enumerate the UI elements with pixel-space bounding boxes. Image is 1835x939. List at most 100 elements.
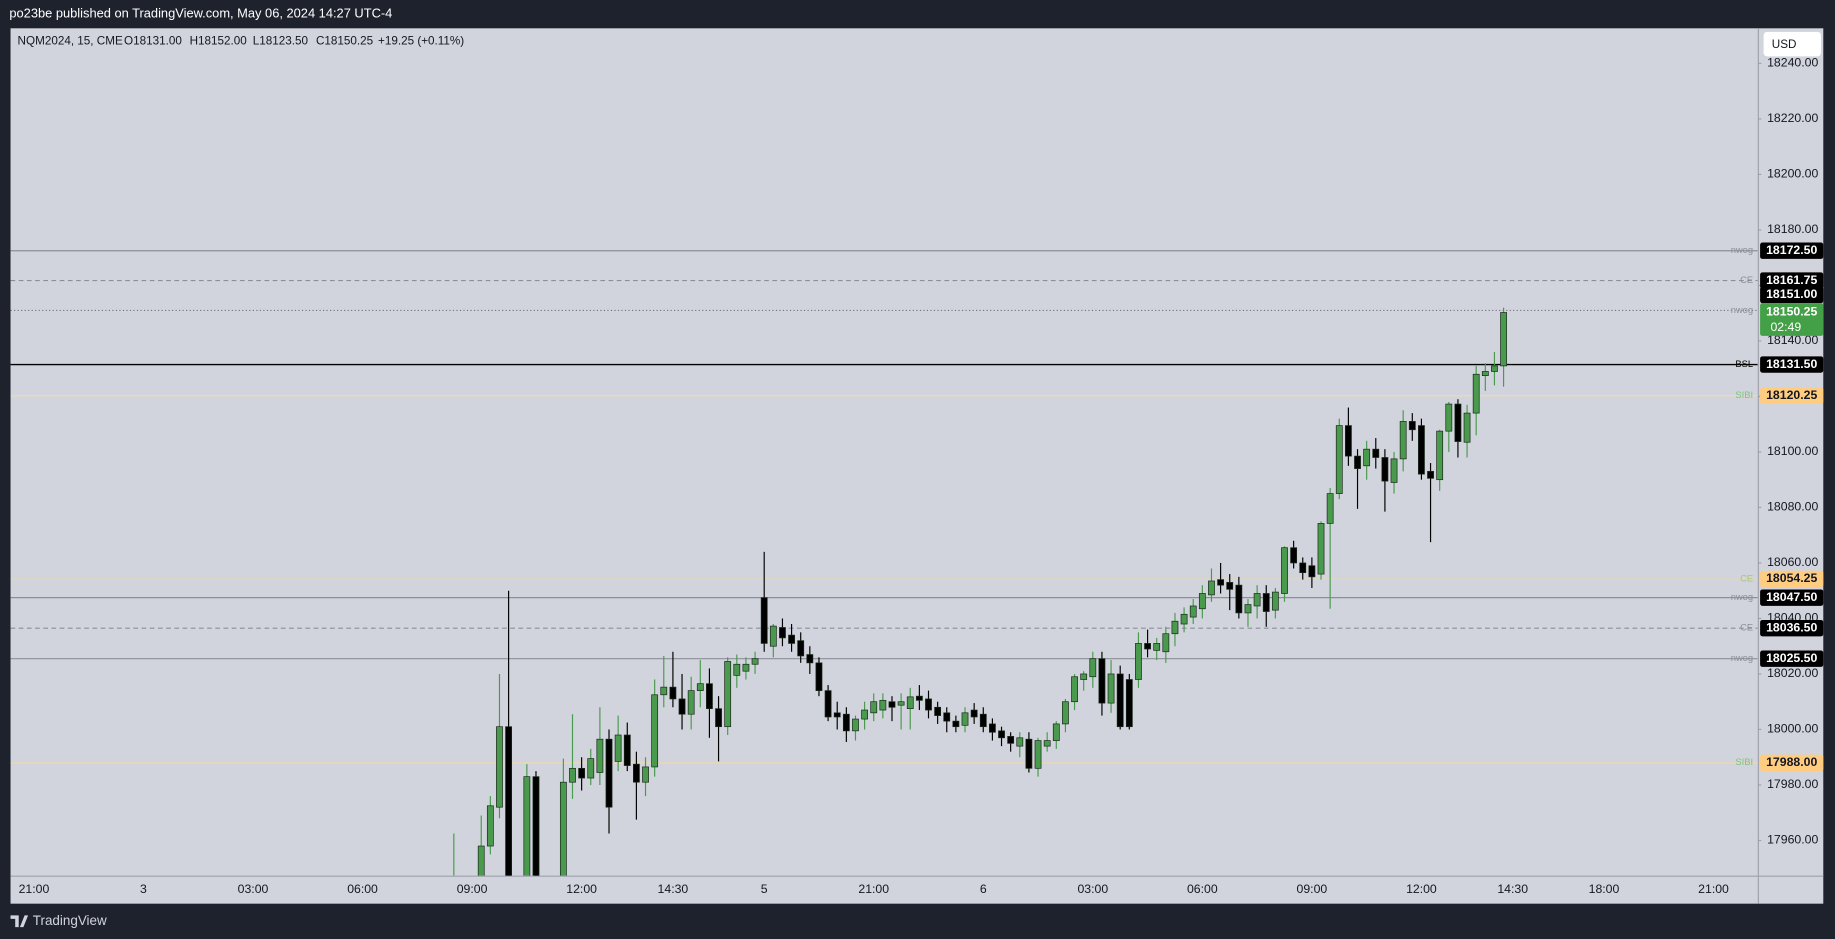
candle-body bbox=[1445, 403, 1453, 432]
candle-body bbox=[961, 712, 969, 726]
x-tick-label: 03:00 bbox=[238, 882, 269, 896]
level-tag-label: 18025.50 bbox=[1766, 651, 1817, 665]
level-tag-label: 18131.50 bbox=[1766, 357, 1817, 371]
x-tick-label: 06:00 bbox=[347, 882, 378, 896]
candle-body bbox=[706, 683, 713, 710]
candle-body bbox=[1463, 412, 1471, 443]
candle-body bbox=[596, 738, 604, 773]
candle-body bbox=[687, 690, 695, 715]
candle-body bbox=[1345, 425, 1352, 457]
level-tag-label: 18172.50 bbox=[1766, 243, 1817, 257]
x-tick-label: 14:30 bbox=[1497, 882, 1528, 896]
candle-body bbox=[1171, 620, 1179, 635]
x-tick-label: 21:00 bbox=[19, 882, 50, 896]
candle-body bbox=[605, 738, 613, 808]
level-tag bbox=[1760, 356, 1824, 373]
candle-body bbox=[1472, 373, 1480, 414]
candle-body bbox=[1144, 643, 1151, 650]
candle-body bbox=[642, 766, 649, 783]
level-name: CE bbox=[1740, 623, 1753, 633]
candle-body bbox=[1071, 676, 1078, 703]
x-tick-label: 03:00 bbox=[1077, 882, 1108, 896]
candle-body bbox=[633, 763, 640, 783]
candle-body bbox=[1034, 740, 1042, 769]
candle-body bbox=[1116, 673, 1124, 728]
candle-body bbox=[733, 663, 741, 676]
level-tag bbox=[1760, 619, 1824, 637]
currency-box[interactable] bbox=[1763, 31, 1821, 57]
candle-body bbox=[1052, 723, 1060, 741]
publish-note: po23be published on TradingView.com, May… bbox=[9, 6, 392, 21]
candle-body bbox=[1007, 736, 1015, 744]
candle-body bbox=[806, 654, 814, 664]
y-tick-label: 18240.00 bbox=[1767, 56, 1818, 70]
candle-body bbox=[1500, 312, 1507, 367]
candle-body bbox=[952, 720, 960, 728]
candle-body bbox=[1262, 593, 1270, 612]
candle-body bbox=[1408, 421, 1416, 431]
candle-body bbox=[852, 718, 859, 732]
candle-body bbox=[1235, 584, 1243, 614]
candle-body bbox=[1290, 547, 1298, 564]
level-tag bbox=[1760, 242, 1824, 259]
candle-body bbox=[815, 662, 823, 691]
candle-body bbox=[788, 634, 795, 644]
level-tag bbox=[1760, 272, 1824, 289]
low-label: L18123.50 bbox=[253, 34, 309, 47]
candle-body bbox=[1162, 633, 1170, 653]
candle-body bbox=[1491, 365, 1498, 372]
level-tag bbox=[1760, 650, 1824, 667]
candle-body bbox=[1381, 457, 1389, 482]
candle-body bbox=[1354, 455, 1361, 469]
candle-body bbox=[1317, 523, 1325, 575]
level-name: nwog bbox=[1731, 305, 1753, 315]
currency-button[interactable]: USD bbox=[1763, 31, 1821, 57]
candle-body bbox=[760, 597, 768, 644]
candle-body bbox=[979, 713, 987, 728]
level-tag-label: 18151.00 bbox=[1766, 287, 1817, 301]
candle-body bbox=[1253, 593, 1261, 607]
candle-body bbox=[578, 767, 586, 779]
level-tag bbox=[1760, 286, 1824, 304]
candle-body bbox=[779, 627, 786, 639]
currency-label[interactable]: USD bbox=[1772, 38, 1797, 51]
candle-body bbox=[888, 701, 896, 708]
level-tag-label: 17988.00 bbox=[1766, 755, 1817, 769]
candle-body bbox=[496, 726, 503, 808]
candle-body bbox=[1153, 643, 1161, 651]
x-tick-label: 14:30 bbox=[658, 882, 689, 896]
candle-body bbox=[906, 696, 914, 710]
candle-body bbox=[523, 776, 531, 876]
candle-body bbox=[842, 713, 850, 732]
candle-body bbox=[989, 723, 996, 733]
candle-body bbox=[587, 758, 595, 779]
brand-name: TradingView bbox=[33, 913, 107, 928]
level-name: CE bbox=[1740, 573, 1753, 583]
candle-body bbox=[1481, 371, 1489, 376]
symbol-label: NQM2024, 15, CME bbox=[18, 34, 123, 47]
candle-body bbox=[1135, 643, 1142, 680]
candle-body bbox=[505, 726, 512, 876]
candle-body bbox=[915, 695, 923, 701]
candle-body bbox=[861, 709, 868, 720]
candle-body bbox=[1226, 582, 1234, 590]
candle-body bbox=[1016, 737, 1024, 747]
x-tick-label: 09:00 bbox=[1297, 882, 1328, 896]
candle-body bbox=[1308, 565, 1316, 578]
candle-body bbox=[477, 845, 485, 876]
last-price-label: 18150.25 bbox=[1766, 305, 1817, 319]
candle-body bbox=[1390, 458, 1398, 483]
candle-body bbox=[724, 661, 732, 728]
candle-body bbox=[1418, 425, 1425, 475]
y-tick-label: 17980.00 bbox=[1767, 777, 1818, 791]
x-tick-label: 06:00 bbox=[1187, 882, 1218, 896]
candle-body bbox=[897, 701, 905, 706]
x-tick-label: 5 bbox=[761, 882, 768, 896]
level-name: nwog bbox=[1731, 245, 1753, 255]
last-price-tag bbox=[1760, 303, 1824, 336]
x-tick-label: 3 bbox=[140, 882, 147, 896]
candle-body bbox=[1244, 604, 1252, 614]
x-tick-label: 21:00 bbox=[858, 882, 889, 896]
